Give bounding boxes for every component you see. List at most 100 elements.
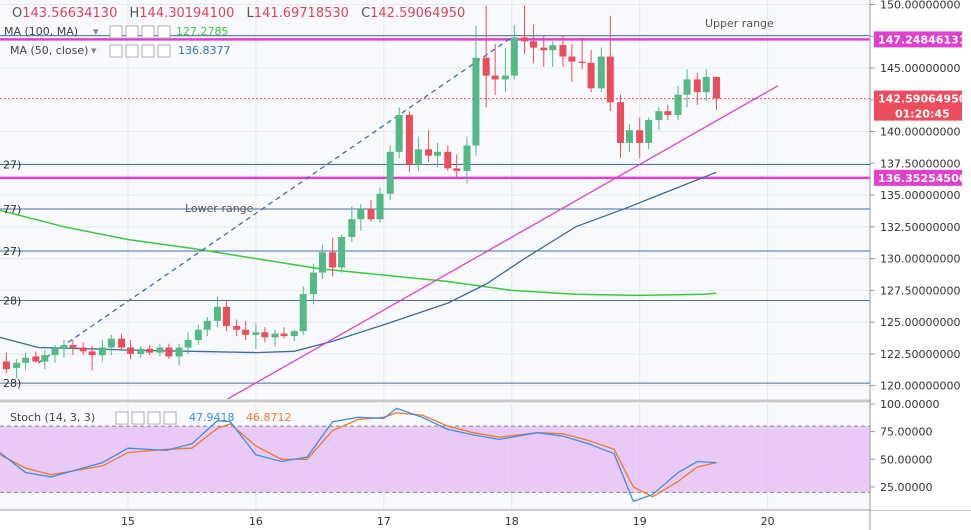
candle-body [194, 329, 202, 340]
candle-body [530, 41, 538, 48]
candle-body [51, 348, 59, 356]
candle-body [290, 331, 298, 337]
candle-body [222, 306, 230, 326]
candle-body [434, 151, 442, 156]
candle-body [645, 120, 653, 143]
candle-body [405, 114, 413, 165]
candle-body [137, 348, 145, 354]
lower-price-tag: 136.35254506 [874, 169, 967, 186]
candle-body [510, 37, 518, 76]
time-axis-labels[interactable]: 15 16 17 18 19 20 [121, 515, 775, 528]
candle-body [146, 348, 154, 353]
price-tick-label: 120.00000000 [880, 380, 960, 393]
candle-body [242, 329, 250, 335]
ma100-legend[interactable]: MA (100, MA) ▾ 127.2785 [4, 25, 229, 39]
candle-body [22, 357, 30, 363]
trendlines [38, 36, 779, 399]
candle-body [32, 356, 40, 362]
candle-body [88, 351, 96, 356]
price-tick-label: 130.00000000 [880, 253, 960, 266]
stoch-d-line [0, 412, 717, 498]
dashed-trendline [38, 36, 513, 364]
candle-body [118, 338, 126, 348]
stoch-tick-label: 100.00000 [880, 398, 940, 411]
lower-range-label: Lower range [185, 202, 254, 215]
price-tick-label: 127.50000000 [880, 284, 960, 297]
candle-body [165, 347, 173, 357]
candle-body [107, 338, 115, 348]
candle-body [444, 151, 452, 169]
price-tick-label: 122.50000000 [880, 348, 960, 361]
price-tick-label: 150.00000000 [880, 0, 960, 11]
candle-body [2, 361, 10, 370]
candle-body [578, 61, 586, 63]
open-value: 143.56634130 [22, 6, 117, 21]
price-axis[interactable] [871, 0, 971, 510]
candle-body [425, 149, 433, 156]
candle-body [338, 236, 346, 268]
candle-body [521, 37, 529, 42]
candle-body [636, 130, 644, 143]
candle-body [674, 94, 682, 115]
left-level-label: 28) [3, 295, 21, 308]
price-tick-label: 145.00000000 [880, 62, 960, 75]
stoch-add-icon [147, 411, 161, 425]
candle-body [318, 252, 326, 273]
time-axis-label: 17 [377, 515, 391, 528]
time-axis-label: 15 [121, 515, 135, 528]
stoch-tick-label: 25.00000 [880, 481, 933, 494]
candle-body [606, 56, 614, 103]
stoch-d-value: 46.8712 [246, 411, 292, 424]
upper-range-label: Upper range [705, 17, 774, 30]
candle-body [309, 272, 317, 295]
candle-body [549, 45, 557, 51]
ma50-remove-icon [157, 44, 171, 58]
left-level-label: 77) [3, 203, 21, 216]
price-tick-label: 132.50000000 [880, 221, 960, 234]
ma100-visibility-icon [109, 25, 123, 39]
candle-body [79, 347, 87, 352]
candle-body [587, 62, 595, 89]
candle-body [702, 76, 710, 93]
candle-body [568, 56, 576, 62]
candles [2, 5, 720, 379]
low-value: 141.69718530 [254, 6, 349, 21]
ma100-add-icon [141, 25, 155, 39]
candle-body [13, 362, 21, 368]
ma50-line [0, 171, 717, 354]
ma50-legend[interactable]: MA (50, close) ▾ 136.8377 [10, 44, 231, 58]
close-value: 142.59064950 [370, 6, 465, 21]
candle-body [233, 325, 241, 330]
left-level-label: 28) [3, 377, 21, 390]
ma100-label: MA (100, MA) [4, 25, 78, 38]
candle-body [683, 79, 691, 95]
candle-body [472, 57, 480, 146]
main-pane[interactable] [0, 0, 870, 399]
candle-body [367, 209, 375, 220]
time-axis-label: 19 [633, 515, 647, 528]
current-price-tag: 142.59064950 01:20:45 [874, 90, 967, 121]
price-tick-label: 137.50000000 [880, 157, 960, 170]
stoch-settings-icon [131, 411, 145, 425]
stoch-k-line [0, 407, 717, 503]
ma50-add-icon [141, 44, 155, 58]
range-lines [0, 35, 870, 384]
ma100-controls[interactable] [109, 25, 171, 39]
candle-body [252, 332, 260, 335]
candle-body [625, 130, 633, 143]
candle-body [463, 145, 471, 171]
stoch-legend[interactable]: Stoch (14, 3, 3) 47.9418 46.8712 [10, 411, 292, 425]
candle-body [453, 168, 461, 171]
candle-body [712, 76, 720, 99]
candle-body [69, 344, 77, 348]
candle-body [348, 219, 356, 237]
ma50-controls[interactable] [109, 44, 171, 58]
candle-body [214, 306, 221, 321]
left-cut-labels: 27) 77) 27) 28) 28) [3, 159, 21, 391]
stoch-controls[interactable] [115, 411, 177, 425]
ma100-settings-icon [125, 25, 139, 39]
svg-text:147.24846131: 147.24846131 [878, 33, 966, 46]
stoch-remove-icon [163, 411, 177, 425]
ascending-trendline [226, 85, 779, 399]
